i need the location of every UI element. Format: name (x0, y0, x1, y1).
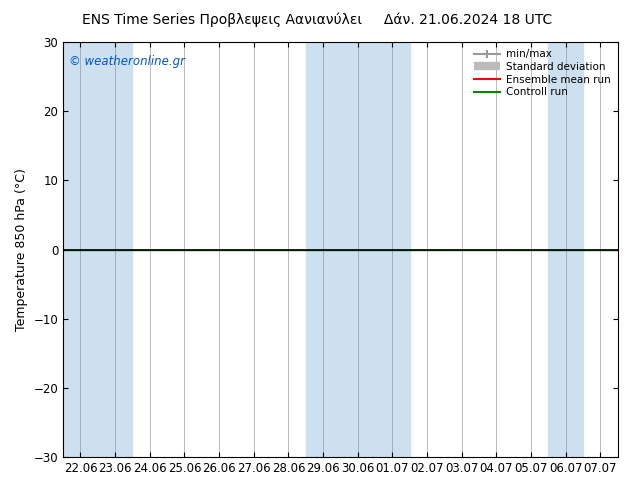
Text: ENS Time Series Προβλεψεις Αανιανύλει     Δάν. 21.06.2024 18 UTC: ENS Time Series Προβλεψεις Αανιανύλει Δά… (82, 12, 552, 27)
Bar (98, 42, 133, 457)
Bar (63, 42, 98, 457)
Bar (548, 42, 583, 457)
Legend: min/max, Standard deviation, Ensemble mean run, Controll run: min/max, Standard deviation, Ensemble me… (472, 47, 612, 99)
Bar (340, 42, 375, 457)
Y-axis label: Temperature 850 hPa (°C): Temperature 850 hPa (°C) (15, 168, 28, 331)
Bar (375, 42, 410, 457)
Bar (306, 42, 340, 457)
Text: © weatheronline.gr: © weatheronline.gr (68, 54, 184, 68)
